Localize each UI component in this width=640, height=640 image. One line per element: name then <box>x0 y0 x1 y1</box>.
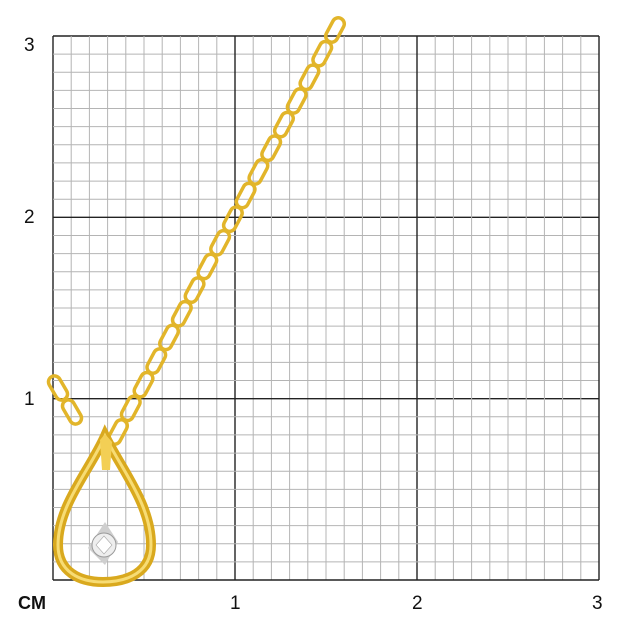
y-tick-3: 3 <box>24 35 35 56</box>
chain-link <box>323 16 347 44</box>
x-tick-2: 2 <box>412 593 423 614</box>
y-tick-1: 1 <box>24 389 35 410</box>
x-tick-1: 1 <box>230 593 241 614</box>
y-tick-2: 2 <box>24 207 35 228</box>
chain-link <box>46 374 70 402</box>
teardrop-pendant <box>52 424 157 588</box>
chain <box>46 16 347 446</box>
chain-link <box>60 398 84 426</box>
x-tick-3: 3 <box>592 593 603 614</box>
diamond-stone <box>88 522 118 565</box>
unit-label: CM <box>18 593 46 613</box>
